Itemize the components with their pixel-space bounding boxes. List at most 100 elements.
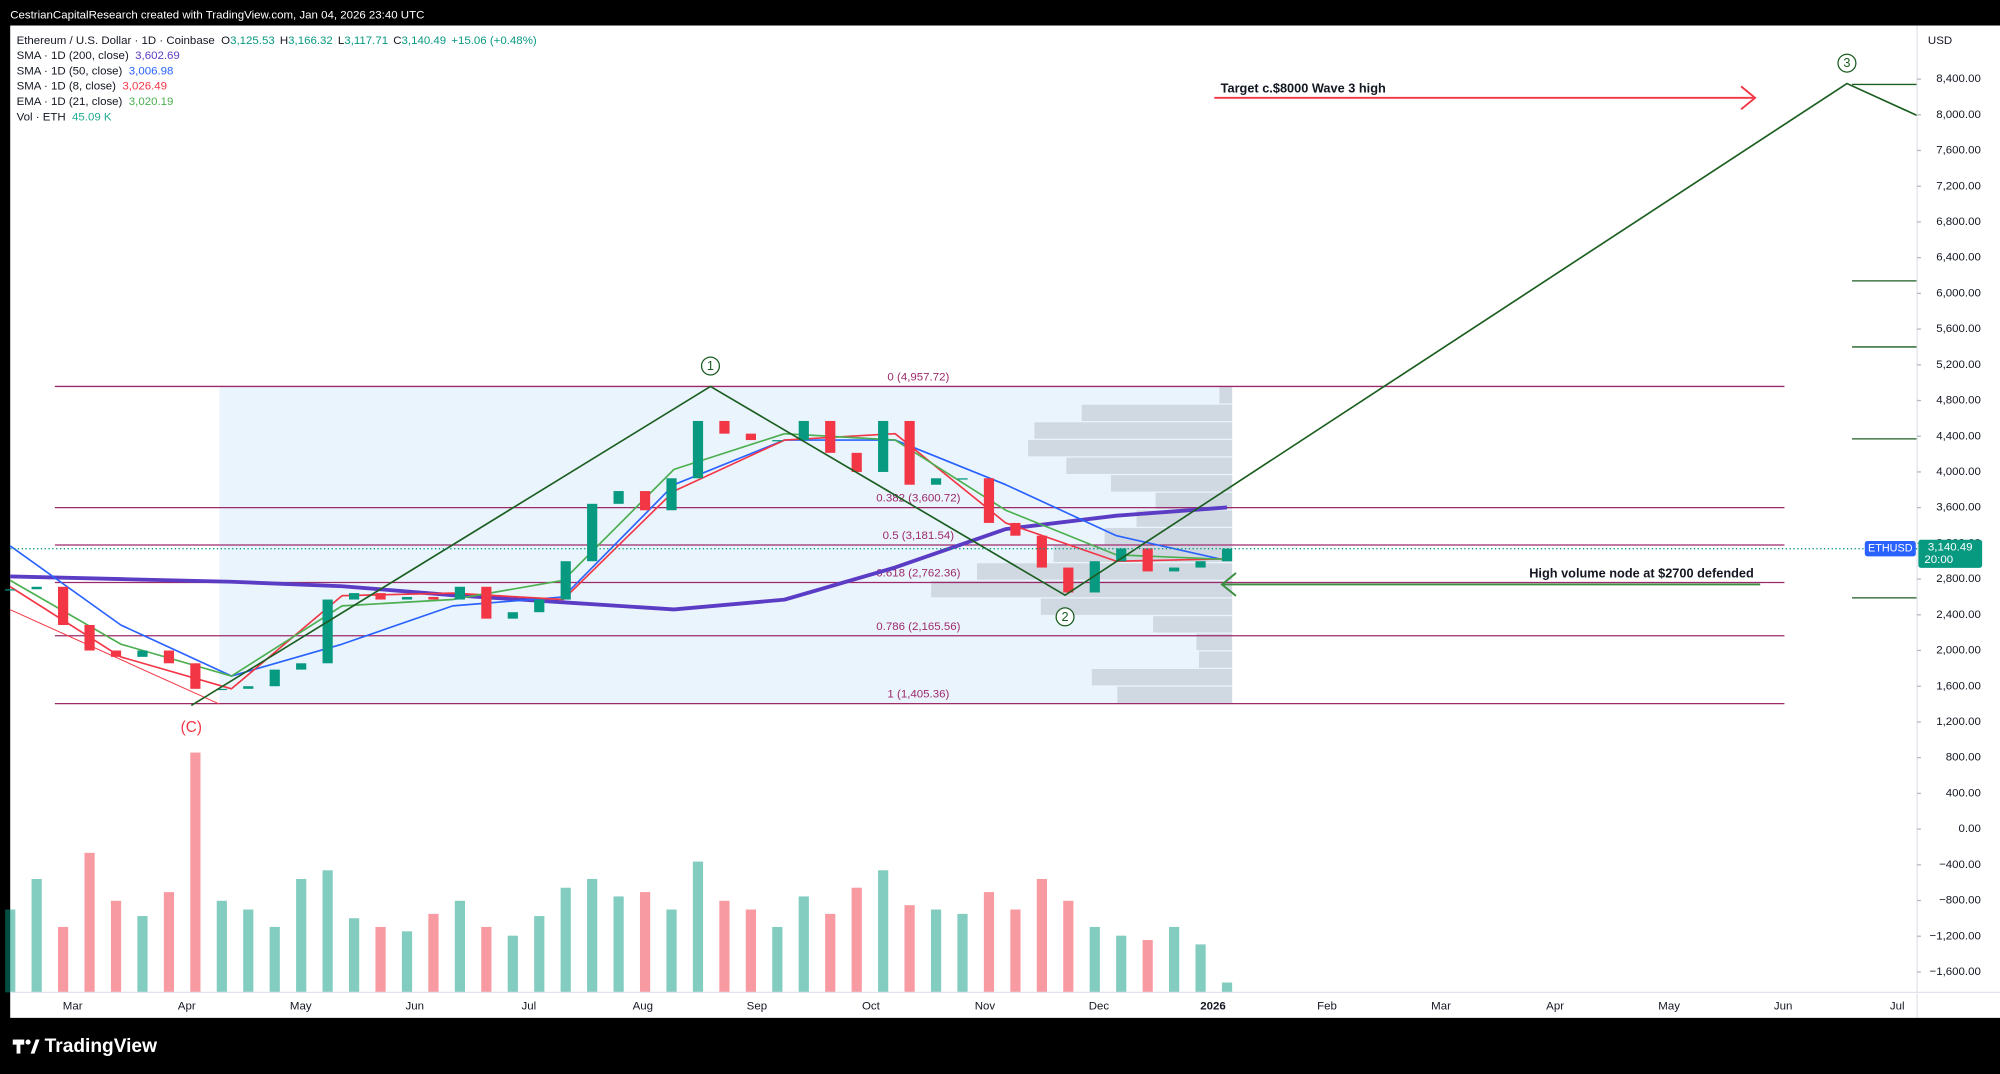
volume-bar (1036, 878, 1047, 993)
y-tick-label: −1,600.00 (1930, 966, 1981, 978)
volume-bar (772, 926, 783, 993)
candle (1089, 561, 1100, 593)
y-tick-label: 4,400.00 (1936, 430, 1981, 442)
candle (243, 686, 254, 689)
legend-entry: EMA · 1D (21, close) 3,020.19 (17, 96, 174, 108)
x-tick-label: 2026 (1200, 1000, 1226, 1012)
volume-bar (190, 752, 201, 993)
ohlc-value: 3,166.32 (288, 35, 333, 47)
volume-profile-bar (1040, 598, 1233, 615)
candle (5, 589, 16, 591)
candle (110, 650, 122, 657)
volume-bar (639, 892, 651, 993)
volume-bar (1010, 909, 1021, 993)
volume-bar (878, 870, 889, 993)
volume-bar (560, 887, 571, 993)
volume-bar (692, 861, 704, 993)
x-tick-label: Dec (1089, 1000, 1110, 1012)
volume-profile-bar (1117, 686, 1233, 703)
y-tick-label: −1,200.00 (1930, 930, 1981, 942)
legend-value: 3,020.19 (129, 96, 174, 108)
x-tick-label: Mar (63, 1000, 83, 1012)
legend-name: SMA · 1D (200, close) (17, 50, 129, 62)
candle (296, 663, 307, 670)
candle (1169, 567, 1180, 572)
volume-bar (587, 878, 598, 993)
volume-bar (243, 909, 254, 993)
candle (1195, 561, 1206, 568)
y-tick-label: −400.00 (1939, 859, 1981, 871)
moving-average-line (9, 432, 1228, 690)
volume-bar (507, 935, 518, 993)
volume-bar (825, 913, 836, 993)
y-tick-label: 2,000.00 (1936, 645, 1981, 657)
attribution: CestrianCapitalResearch created with Tra… (10, 9, 424, 21)
candle (481, 586, 492, 619)
fib-label: 0 (4,957.72) (887, 372, 949, 384)
volume-bar (375, 926, 386, 993)
candle (798, 420, 809, 441)
candle (84, 624, 95, 651)
wave-label: 2 (1062, 609, 1069, 624)
x-tick-label: Mar (1431, 1000, 1451, 1012)
y-tick-label: 6,000.00 (1936, 287, 1981, 299)
candle (190, 663, 201, 689)
y-tick-label: 8,000.00 (1936, 109, 1981, 121)
volume-bar (58, 926, 69, 993)
volume-bar (719, 900, 730, 993)
candle (31, 586, 42, 590)
legend-value: 3,026.49 (122, 81, 167, 93)
candle (930, 478, 942, 485)
y-tick-label: 2,400.00 (1936, 609, 1981, 621)
volume-bar (428, 913, 439, 993)
y-tick-label: 6,800.00 (1936, 216, 1981, 228)
volume-bar (5, 909, 16, 993)
volume-bar (851, 887, 862, 993)
x-tick-label: Apr (1546, 1000, 1564, 1012)
candle (137, 650, 148, 657)
candle (1063, 567, 1074, 593)
candle (401, 596, 413, 600)
candle (1036, 535, 1047, 568)
volume-bar (904, 905, 915, 993)
arrow-head (1220, 572, 1237, 597)
candle (666, 478, 677, 511)
volume-profile-bar (1081, 404, 1233, 422)
wave-c-line (9, 609, 220, 705)
wave-circle (1055, 607, 1075, 627)
legend-name: SMA · 1D (50, close) (17, 65, 123, 77)
volume-profile-bar (1155, 492, 1233, 510)
x-tick-label: Jun (406, 1000, 424, 1012)
fib-label: 0.382 (3,600.72) (876, 493, 960, 505)
candle (560, 561, 571, 600)
legend-symbol-line: Ethereum / U.S. Dollar · 1D · Coinbase O3… (17, 35, 537, 47)
candle (639, 491, 651, 511)
candle (772, 440, 783, 442)
y-tick-label: 1,200.00 (1936, 716, 1981, 728)
legend-value: 3,006.98 (129, 65, 174, 77)
ohlc-value: 3,117.71 (344, 35, 388, 47)
candle (1142, 548, 1153, 572)
volume-bar (1221, 982, 1233, 993)
wave-circle (700, 356, 721, 376)
candle (58, 586, 69, 625)
candle (348, 593, 360, 600)
candle (878, 420, 889, 472)
y-tick-label: 5,200.00 (1936, 359, 1981, 371)
volume-bar (1063, 900, 1074, 993)
brand: TradingView (45, 1036, 157, 1057)
fib-label: 0.786 (2,165.56) (876, 621, 960, 633)
volume-bar (745, 909, 756, 993)
volume-bar (983, 892, 995, 993)
wave-circle (1837, 53, 1857, 73)
x-tick-label: Aug (633, 1000, 653, 1012)
volume-bar (296, 878, 307, 993)
legend-entry: SMA · 1D (50, close) 3,006.98 (17, 65, 174, 77)
y-tick-label: 8,400.00 (1936, 73, 1981, 85)
price-tag-text: 3,140.49 (1928, 541, 1973, 553)
legend-entry: SMA · 1D (8, close) 3,026.49 (17, 81, 167, 93)
candle (851, 452, 862, 472)
volume-profile-bar (1066, 457, 1233, 474)
